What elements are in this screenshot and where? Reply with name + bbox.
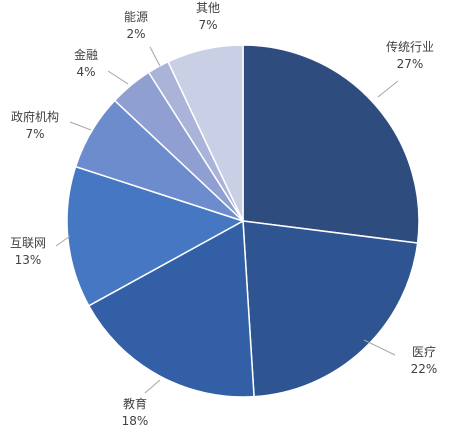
slice-value-label: 7% <box>198 18 217 32</box>
pie-slice-8 <box>167 44 244 222</box>
slice-category-label: 能源 <box>124 10 148 24</box>
slice-category-label: 其他 <box>196 1 220 15</box>
slice-value-label: 27% <box>397 57 424 71</box>
pie-slice-1 <box>242 44 420 244</box>
slice-category-label: 金融 <box>74 47 98 62</box>
slice-category-label: 教育 <box>123 396 147 411</box>
slice-category-label: 医疗 <box>412 345 436 359</box>
leader-line-7 <box>149 46 161 67</box>
slice-value-label: 4% <box>76 65 95 79</box>
leader-line-5 <box>69 121 92 131</box>
leader-line-1 <box>377 80 399 98</box>
slice-value-label: 18% <box>122 414 149 428</box>
leader-line-2 <box>363 339 396 356</box>
slice-value-label: 2% <box>126 27 145 41</box>
leader-line-group <box>55 46 399 394</box>
slice-value-label: 13% <box>15 253 42 267</box>
leader-line-4 <box>55 235 71 247</box>
slice-value-label: 7% <box>25 127 44 141</box>
slice-group <box>66 44 420 398</box>
slice-category-label: 互联网 <box>10 236 46 250</box>
pie-slice-3 <box>87 219 255 398</box>
leader-line-6 <box>107 70 129 85</box>
slice-category-label: 传统行业 <box>386 39 434 54</box>
label-group: 传统行业 27% 医疗 22% 教育 18% 互联网 13% 政府机构 7% 金融 4% 能源 2% 其他 7… <box>10 1 437 428</box>
slice-category-label: 政府机构 <box>11 109 59 124</box>
leader-line-3 <box>144 379 161 394</box>
slice-value-label: 22% <box>411 362 438 376</box>
pie-slice-2 <box>242 220 419 398</box>
